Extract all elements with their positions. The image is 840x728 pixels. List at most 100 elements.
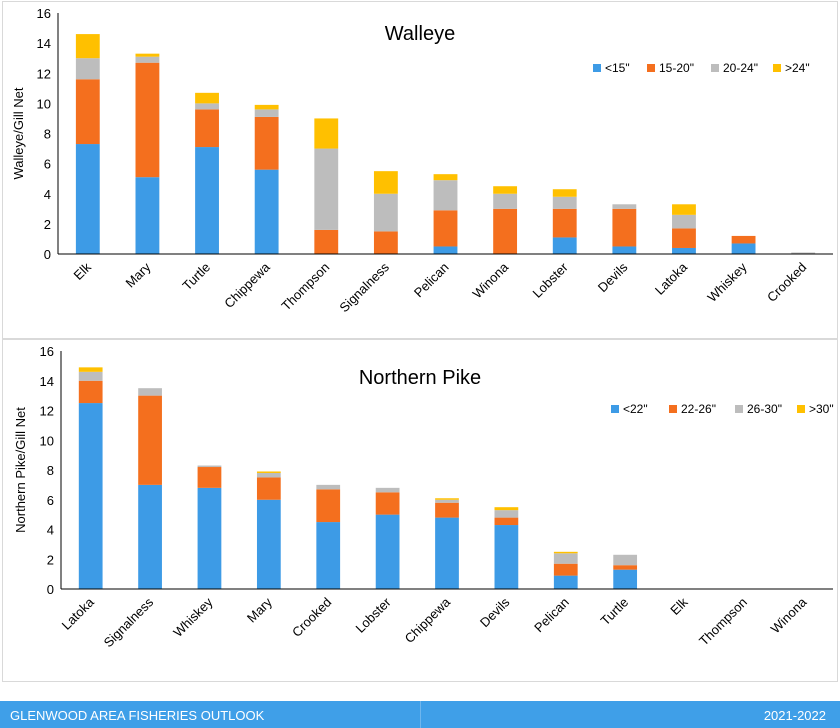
pike-y-tick-label: 8 bbox=[47, 463, 54, 478]
walleye-bar-whiskey-15-20 bbox=[731, 235, 756, 244]
walleye-bar-winona-15-20 bbox=[493, 208, 518, 254]
walleye-bar-winona-24 bbox=[493, 186, 518, 194]
walleye-bar-turtle-15 bbox=[195, 147, 219, 254]
walleye-bar-chippewa-20-24 bbox=[254, 109, 279, 117]
pike-y-tick-label: 2 bbox=[47, 552, 54, 567]
pike-y-tick-label: 4 bbox=[47, 523, 54, 538]
walleye-bar-mary-24 bbox=[135, 53, 160, 57]
walleye-bar-lobster-15-20 bbox=[552, 208, 577, 238]
walleye-y-tick-label: 2 bbox=[44, 217, 51, 232]
pike-category-label-devils: Devils bbox=[477, 594, 513, 630]
walleye-bar-chippewa-15 bbox=[254, 169, 279, 254]
pike-bar-signalness-26-30 bbox=[138, 388, 162, 396]
walleye-bar-signalness-20-24 bbox=[373, 193, 398, 232]
walleye-bar-signalness-24 bbox=[373, 171, 398, 194]
walleye-bar-elk-15 bbox=[75, 144, 100, 254]
pike-bar-whiskey-22 bbox=[197, 487, 222, 589]
walleye-bar-elk-24 bbox=[75, 34, 100, 59]
walleye-bar-pelican-15-20 bbox=[433, 210, 458, 247]
pike-category-label-elk: Elk bbox=[667, 594, 691, 618]
walleye-bar-mary-15-20 bbox=[135, 62, 160, 178]
walleye-bar-chippewa-15-20 bbox=[254, 116, 279, 170]
walleye-bar-pelican-20-24 bbox=[433, 180, 458, 211]
walleye-category-label-winona: Winona bbox=[469, 259, 511, 301]
footer-divider bbox=[420, 701, 421, 728]
walleye-category-label-latoka: Latoka bbox=[652, 259, 691, 298]
walleye-y-tick-label: 10 bbox=[37, 96, 51, 111]
pike-bar-latoka-22-26 bbox=[78, 380, 103, 404]
pike-category-label-turtle: Turtle bbox=[598, 595, 632, 629]
pike-bar-whiskey-22-26 bbox=[197, 467, 222, 488]
pike-bar-crooked-26-30 bbox=[316, 484, 341, 490]
walleye-y-tick-label: 16 bbox=[37, 6, 51, 21]
pike-legend-label-22-26: 22-26" bbox=[681, 402, 716, 416]
pike-bar-devils-22 bbox=[494, 525, 519, 589]
pike-bar-mary-22-26 bbox=[256, 477, 281, 500]
pike-bar-mary-22 bbox=[256, 499, 281, 589]
walleye-category-label-signalness: Signalness bbox=[336, 259, 392, 315]
walleye-category-label-elk: Elk bbox=[71, 259, 95, 283]
pike-bar-devils-22-26 bbox=[494, 517, 519, 526]
walleye-y-tick-label: 4 bbox=[44, 187, 51, 202]
walleye-bar-lobster-24 bbox=[552, 189, 577, 197]
pike-bar-pelican-30 bbox=[553, 551, 578, 554]
walleye-bar-thompson-15-20 bbox=[314, 229, 339, 254]
walleye-bar-latoka-24 bbox=[672, 204, 696, 215]
northern-pike-chart-panel: 0 2 4 6 8 10 12 14 16 Northern Pike/Gill Net Latok… bbox=[2, 339, 838, 682]
walleye-bar-latoka-20-24 bbox=[672, 214, 696, 229]
pike-legend-swatch-22 bbox=[611, 405, 619, 413]
walleye-legend-swatch-20-24 bbox=[711, 64, 719, 72]
walleye-legend-label-15: <15" bbox=[605, 61, 630, 75]
pike-category-label-crooked: Crooked bbox=[289, 595, 334, 640]
walleye-bar-mary-20-24 bbox=[135, 56, 160, 63]
walleye-legend-label-24: >24" bbox=[785, 61, 810, 75]
walleye-y-tick-label: 12 bbox=[37, 66, 51, 81]
walleye-bar-pelican-15 bbox=[433, 246, 458, 254]
pike-bar-chippewa-30 bbox=[435, 498, 459, 500]
walleye-bar-lobster-20-24 bbox=[552, 196, 577, 209]
pike-bar-mary-30 bbox=[256, 471, 281, 473]
walleye-category-label-chippewa: Chippewa bbox=[221, 259, 273, 311]
walleye-y-tick-label: 14 bbox=[37, 36, 51, 51]
walleye-bar-elk-20-24 bbox=[75, 58, 100, 80]
pike-bar-latoka-22 bbox=[78, 403, 103, 589]
pike-bar-chippewa-22-26 bbox=[435, 502, 459, 518]
walleye-category-label-crooked: Crooked bbox=[764, 260, 809, 305]
pike-y-tick-label: 6 bbox=[47, 493, 54, 508]
walleye-bar-devils-15 bbox=[612, 246, 637, 254]
pike-bar-mary-26-30 bbox=[256, 472, 281, 478]
pike-category-label-whiskey: Whiskey bbox=[170, 594, 216, 640]
pike-bar-lobster-22-26 bbox=[375, 492, 400, 515]
pike-bar-lobster-26-30 bbox=[375, 487, 400, 493]
pike-legend-swatch-30 bbox=[797, 405, 805, 413]
pike-legend-swatch-22-26 bbox=[669, 405, 677, 413]
walleye-y-tick-label: 8 bbox=[44, 127, 51, 142]
pike-bar-lobster-22 bbox=[375, 514, 400, 589]
walleye-bar-thompson-20-24 bbox=[314, 148, 339, 230]
northern-pike-chart: 0 2 4 6 8 10 12 14 16 Northern Pike/Gill Net Latok… bbox=[13, 344, 834, 650]
walleye-bar-turtle-15-20 bbox=[195, 109, 219, 148]
walleye-y-tick-label: 0 bbox=[44, 247, 51, 262]
pike-bar-turtle-22-26 bbox=[613, 565, 638, 570]
pike-bar-whiskey-26-30 bbox=[197, 465, 222, 468]
walleye-legend-swatch-24 bbox=[773, 64, 781, 72]
walleye-bar-devils-20-24 bbox=[612, 204, 637, 209]
pike-legend-swatch-26-30 bbox=[735, 405, 743, 413]
walleye-category-label-pelican: Pelican bbox=[411, 260, 452, 301]
walleye-category-label-mary: Mary bbox=[123, 259, 154, 290]
pike-bar-latoka-30 bbox=[78, 367, 103, 372]
footer-year: 2021-2022 bbox=[763, 708, 826, 723]
walleye-bar-chippewa-24 bbox=[254, 104, 279, 110]
walleye-bar-elk-15-20 bbox=[75, 79, 100, 145]
walleye-y-tick-label: 6 bbox=[44, 157, 51, 172]
walleye-chart-title: Walleye bbox=[385, 23, 455, 45]
walleye-bar-latoka-15 bbox=[672, 247, 696, 254]
walleye-y-axis-label: Walleye/Gill Net bbox=[11, 87, 26, 179]
pike-legend-label-30: >30" bbox=[809, 402, 834, 416]
walleye-bar-signalness-15-20 bbox=[373, 231, 398, 254]
pike-bar-chippewa-22 bbox=[435, 517, 459, 589]
walleye-bar-whiskey-15 bbox=[731, 243, 756, 254]
walleye-category-label-whiskey: Whiskey bbox=[704, 259, 750, 305]
pike-category-label-pelican: Pelican bbox=[531, 595, 572, 636]
walleye-bar-mary-15 bbox=[135, 177, 160, 254]
